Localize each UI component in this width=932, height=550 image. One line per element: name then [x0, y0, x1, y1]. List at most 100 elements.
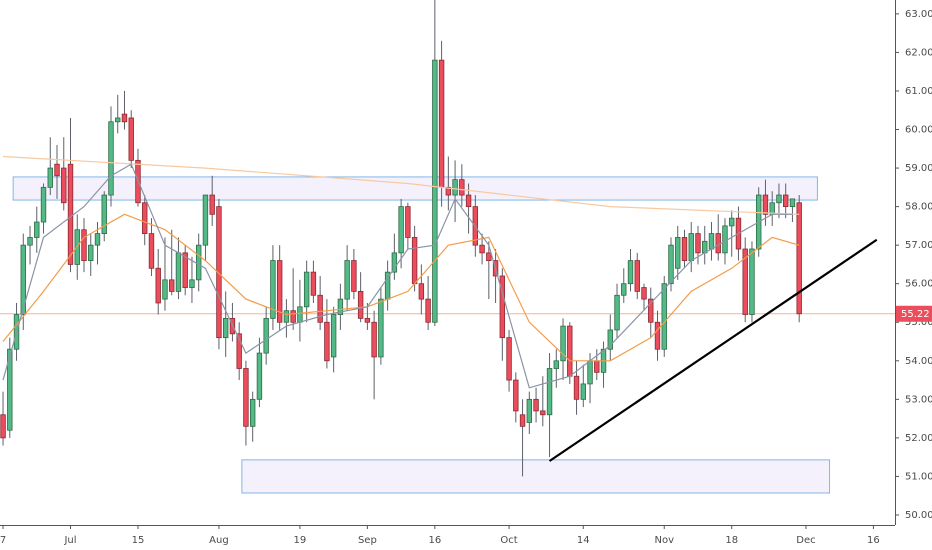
- candle-body: [209, 194, 215, 215]
- candle-body: [776, 194, 782, 204]
- y-tick-label: 63.00: [905, 9, 932, 20]
- candle-body: [398, 206, 404, 254]
- y-tick-label: 62.00: [905, 47, 932, 58]
- y-tick-label: 59.00: [905, 163, 932, 174]
- candle-body: [796, 202, 802, 315]
- candle-body: [580, 383, 586, 400]
- candle-body: [175, 252, 182, 292]
- candle-body: [540, 410, 546, 416]
- candle-body: [189, 279, 195, 288]
- candle-body: [128, 117, 134, 161]
- candle-body: [526, 398, 533, 423]
- candle-body: [47, 167, 53, 188]
- x-tick-label: 18: [725, 535, 738, 546]
- candle-body: [243, 368, 249, 427]
- candle-body: [121, 113, 128, 123]
- candle-body: [324, 321, 330, 362]
- candle-body: [425, 298, 431, 323]
- candle-body: [310, 271, 317, 296]
- candle-body: [276, 260, 283, 323]
- candle-body: [7, 348, 13, 431]
- candle-body: [432, 59, 438, 323]
- x-tick-label: 16: [867, 535, 880, 546]
- x-tick-label: 19: [294, 535, 307, 546]
- candle-body: [708, 233, 715, 250]
- zone: [241, 459, 831, 494]
- candle-body: [256, 352, 263, 400]
- candle-body: [715, 233, 721, 254]
- moving-average: [2, 155, 800, 215]
- candle-body: [681, 237, 688, 261]
- candle-body: [607, 329, 613, 350]
- y-tick-label: 54.00: [905, 356, 932, 367]
- candle-body: [621, 283, 627, 296]
- candle-body: [61, 167, 67, 204]
- candle-body: [88, 244, 94, 261]
- candle-body: [81, 229, 87, 261]
- candle-body: [695, 233, 701, 254]
- candle-body: [169, 279, 175, 292]
- candle-body: [378, 298, 384, 358]
- moving-average: [2, 213, 800, 362]
- candle-body: [486, 252, 492, 261]
- candle-body: [587, 360, 593, 385]
- candle-body: [789, 198, 796, 208]
- y-tick-label: 57.00: [905, 240, 932, 251]
- candle-body: [452, 179, 458, 196]
- trendline: [548, 238, 878, 462]
- candle-body: [445, 186, 452, 196]
- x-tick-label: 7: [0, 535, 6, 546]
- candle-body: [499, 275, 506, 339]
- candle-body: [303, 271, 310, 308]
- candle-body: [661, 283, 667, 350]
- candle-body: [263, 317, 269, 354]
- y-tick-label: 58.00: [905, 202, 932, 213]
- x-tick-label: Jul: [63, 535, 76, 546]
- candle-body: [344, 260, 350, 300]
- x-tick-label: Sep: [358, 535, 377, 546]
- candle-body: [465, 194, 472, 208]
- candle-body: [634, 260, 640, 292]
- plot-area: [0, 0, 895, 494]
- candle-body: [290, 310, 296, 323]
- candle-body: [40, 186, 47, 223]
- candle-body: [101, 194, 107, 234]
- candle-body: [351, 260, 357, 292]
- y-tick-label: 60.00: [905, 125, 932, 136]
- candle-body: [533, 398, 539, 412]
- candle-body: [216, 206, 222, 339]
- candle-body: [688, 233, 694, 261]
- candle-body: [567, 325, 573, 377]
- candle-body: [330, 314, 337, 358]
- y-tick-label: 53.00: [905, 394, 932, 405]
- candle-body: [357, 291, 364, 319]
- candle-body: [391, 252, 398, 273]
- candle-body: [675, 237, 681, 269]
- candle-body: [297, 306, 303, 323]
- candle-body: [249, 398, 256, 427]
- candle-body: [162, 279, 168, 300]
- candle-body: [513, 379, 519, 412]
- candle-body: [668, 244, 674, 285]
- candle-body: [148, 233, 155, 269]
- candle-body: [34, 221, 40, 238]
- candle-body: [762, 194, 769, 215]
- y-tick-label: 55.00: [905, 317, 932, 328]
- candle-body: [196, 244, 202, 281]
- y-tick-label: 56.00: [905, 279, 932, 290]
- x-tick-label: 15: [132, 535, 145, 546]
- candle-body: [749, 248, 755, 315]
- candle-body: [438, 59, 445, 188]
- candle-body: [614, 294, 620, 331]
- candle-body: [202, 194, 209, 246]
- candle-body: [627, 260, 634, 285]
- candle-body: [722, 225, 728, 254]
- candle-body: [654, 321, 661, 350]
- candle-body: [27, 237, 33, 246]
- candle-body: [115, 117, 121, 123]
- candle-body: [594, 360, 600, 373]
- candle-body: [519, 414, 526, 427]
- x-tick-label: Aug: [209, 535, 229, 546]
